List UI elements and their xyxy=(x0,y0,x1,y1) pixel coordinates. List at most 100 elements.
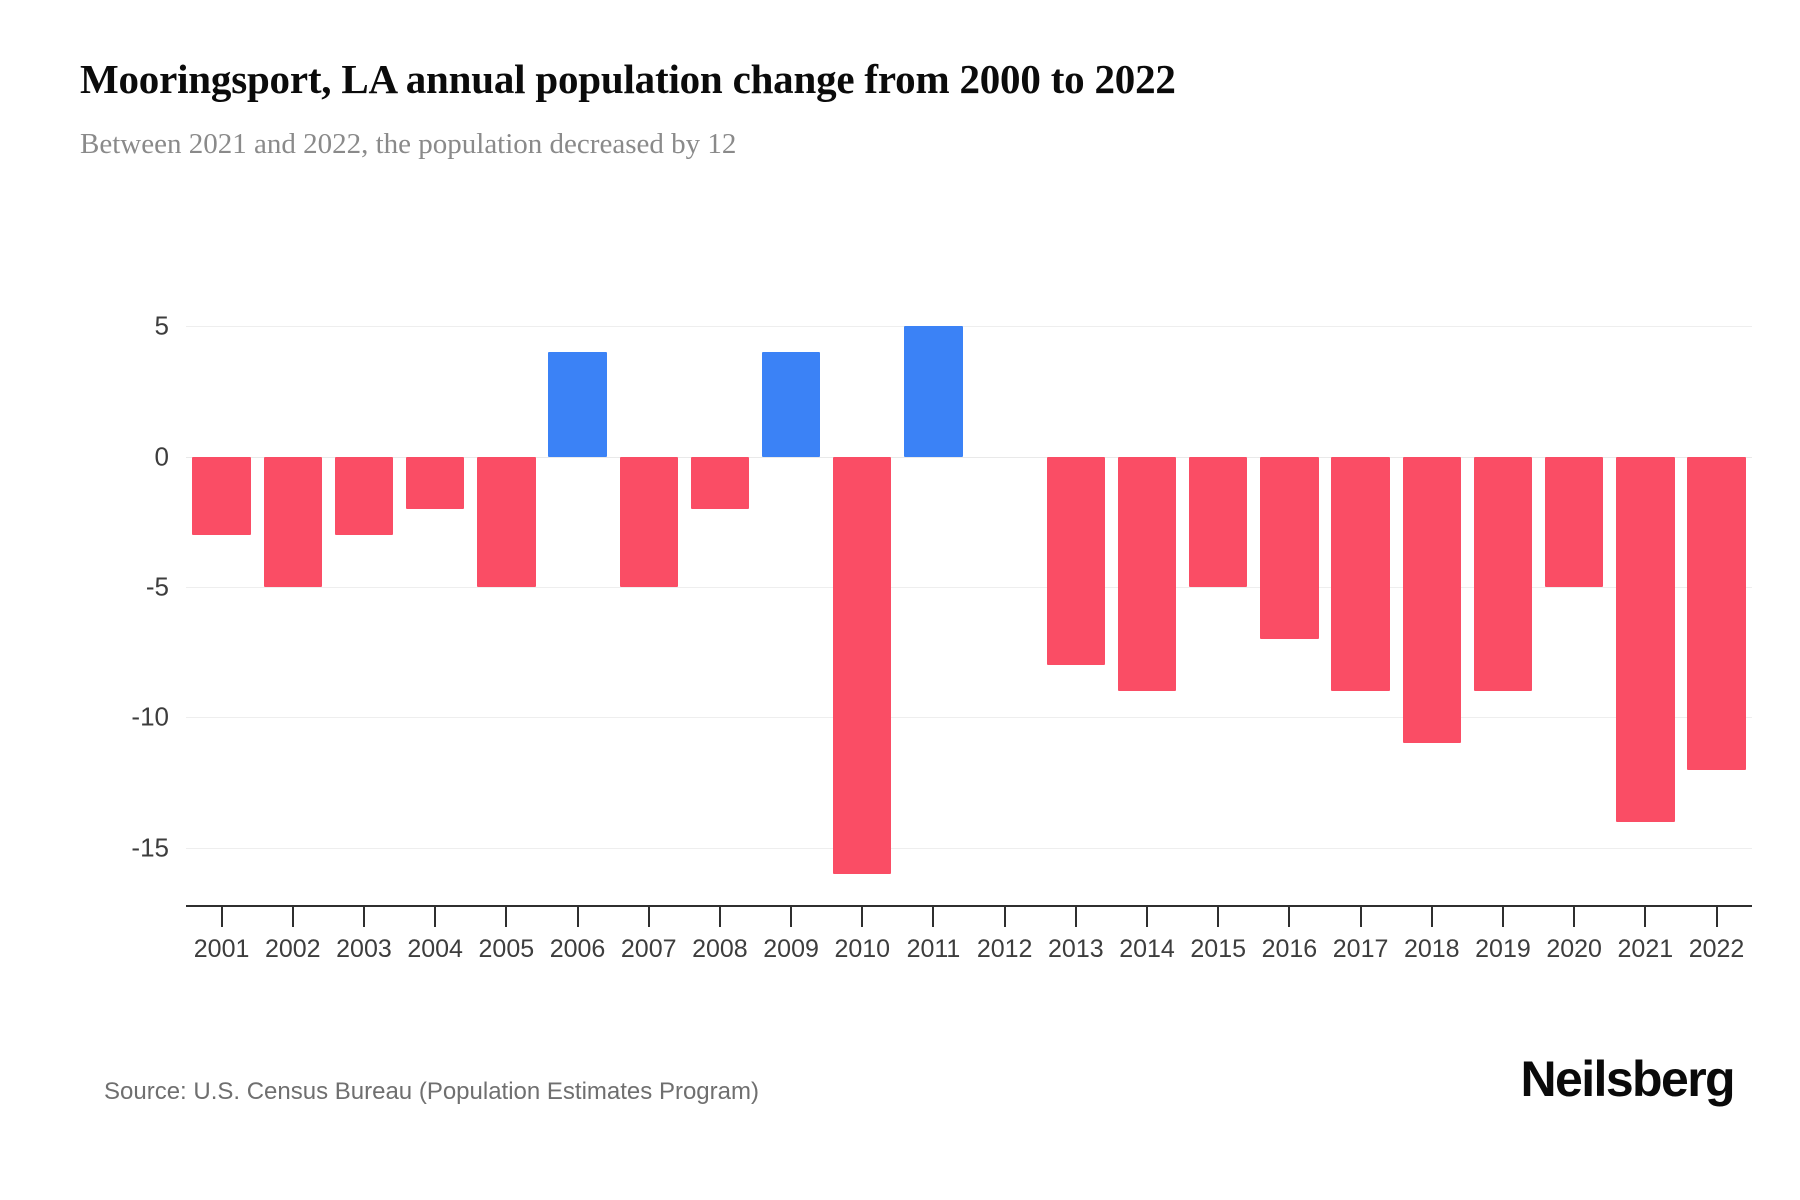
bar-slot[interactable] xyxy=(1396,300,1467,900)
bar-slot[interactable] xyxy=(186,300,257,900)
bar-slot[interactable] xyxy=(471,300,542,900)
bar-2006[interactable] xyxy=(548,352,607,457)
x-label-slot: 2019 xyxy=(1467,935,1538,975)
bar-slot[interactable] xyxy=(898,300,969,900)
bar-slot[interactable] xyxy=(400,300,471,900)
bar-2017[interactable] xyxy=(1331,456,1390,692)
bar-2001[interactable] xyxy=(192,456,251,535)
chart-plot-area xyxy=(186,300,1752,900)
bar-2014[interactable] xyxy=(1117,456,1177,692)
x-axis-line xyxy=(186,905,1752,907)
x-tick-mark xyxy=(1644,907,1647,927)
bar-slot[interactable] xyxy=(1539,300,1610,900)
bar-2016[interactable] xyxy=(1260,456,1319,640)
gridline-0 xyxy=(186,456,1752,458)
bar-slot[interactable] xyxy=(1111,300,1182,900)
bar-slot[interactable] xyxy=(1183,300,1254,900)
bar-slot[interactable] xyxy=(684,300,755,900)
gridline-5 xyxy=(186,326,1752,328)
tick-slot xyxy=(1467,907,1538,929)
bar-2019[interactable] xyxy=(1473,456,1533,692)
bar-slot[interactable] xyxy=(328,300,399,900)
x-tick-mark xyxy=(1288,907,1291,927)
bar-slot[interactable] xyxy=(969,300,1040,900)
x-tick-mark xyxy=(1003,907,1006,927)
x-tick-label: 2007 xyxy=(620,935,677,963)
bar-slot[interactable] xyxy=(827,300,898,900)
x-tick-label: 2015 xyxy=(1190,935,1247,963)
x-label-slot: 2021 xyxy=(1610,935,1681,975)
tick-slot xyxy=(1396,907,1467,929)
tick-slot xyxy=(1183,907,1254,929)
x-tick-label: 2016 xyxy=(1261,935,1318,963)
bar-2011[interactable] xyxy=(904,326,963,457)
x-tick-mark xyxy=(291,907,294,927)
bar-2013[interactable] xyxy=(1046,456,1106,666)
x-label-slot: 2008 xyxy=(684,935,755,975)
x-tick-label: 2010 xyxy=(834,935,891,963)
gridlines-layer xyxy=(186,300,1752,900)
x-tick-mark xyxy=(1217,907,1220,927)
bar-slot[interactable] xyxy=(613,300,684,900)
x-tick-mark xyxy=(647,907,650,927)
x-tick-label: 2005 xyxy=(478,935,535,963)
bar-slot[interactable] xyxy=(1325,300,1396,900)
bar-slot[interactable] xyxy=(1467,300,1538,900)
tick-slot xyxy=(1681,907,1752,929)
tick-slot xyxy=(257,907,328,929)
x-label-slot: 2006 xyxy=(542,935,613,975)
bar-2007[interactable] xyxy=(619,456,678,587)
x-label-slot: 2011 xyxy=(898,935,969,975)
page-title: Mooringsport, LA annual population chang… xyxy=(80,56,1176,102)
y-tick-label: 0 xyxy=(154,441,169,472)
bar-slot[interactable] xyxy=(1610,300,1681,900)
bar-2010[interactable] xyxy=(833,456,892,874)
bar-2004[interactable] xyxy=(405,456,465,509)
x-tick-label: 2011 xyxy=(906,935,961,963)
x-label-slot: 2004 xyxy=(400,935,471,975)
x-label-slot: 2001 xyxy=(186,935,257,975)
bar-slot[interactable] xyxy=(756,300,827,900)
tick-slot xyxy=(1539,907,1610,929)
bar-slot[interactable] xyxy=(1040,300,1111,900)
bar-slot[interactable] xyxy=(1254,300,1325,900)
x-tick-label: 2012 xyxy=(976,935,1033,963)
x-tick-mark xyxy=(362,907,365,927)
bar-2003[interactable] xyxy=(334,456,394,535)
bar-2005[interactable] xyxy=(477,456,536,587)
bar-2002[interactable] xyxy=(263,456,322,587)
x-tick-mark xyxy=(576,907,579,927)
x-tick-mark xyxy=(718,907,721,927)
bar-2008[interactable] xyxy=(690,456,750,509)
page-subtitle: Between 2021 and 2022, the population de… xyxy=(80,128,737,160)
x-label-slot: 2015 xyxy=(1183,935,1254,975)
x-label-slot: 2010 xyxy=(827,935,898,975)
x-tick-label: 2004 xyxy=(407,935,463,963)
tick-slot xyxy=(1610,907,1681,929)
x-tick-mark xyxy=(1715,907,1718,927)
bar-2021[interactable] xyxy=(1616,456,1675,822)
bar-2018[interactable] xyxy=(1402,456,1461,744)
bar-slot[interactable] xyxy=(542,300,613,900)
bar-slot[interactable] xyxy=(1681,300,1752,900)
x-tick-label: 2021 xyxy=(1617,935,1674,963)
y-tick-label: 5 xyxy=(154,310,169,341)
x-tick-label: 2009 xyxy=(763,935,819,963)
bar-slot[interactable] xyxy=(257,300,328,900)
bar-2015[interactable] xyxy=(1189,456,1248,587)
x-label-slot: 2012 xyxy=(969,935,1040,975)
tick-slot xyxy=(1254,907,1325,929)
y-tick-label: -5 xyxy=(145,571,169,602)
tick-slot xyxy=(400,907,471,929)
bar-2020[interactable] xyxy=(1544,456,1604,587)
bar-2009[interactable] xyxy=(761,352,821,457)
tick-slot xyxy=(756,907,827,929)
x-tick-label: 2002 xyxy=(264,935,321,963)
x-tick-label: 2014 xyxy=(1119,935,1175,963)
x-tick-mark xyxy=(505,907,508,927)
x-tick-label: 2006 xyxy=(549,935,606,963)
bar-2022[interactable] xyxy=(1687,456,1746,770)
x-tick-mark xyxy=(1501,907,1504,927)
x-tick-mark xyxy=(1074,907,1077,927)
